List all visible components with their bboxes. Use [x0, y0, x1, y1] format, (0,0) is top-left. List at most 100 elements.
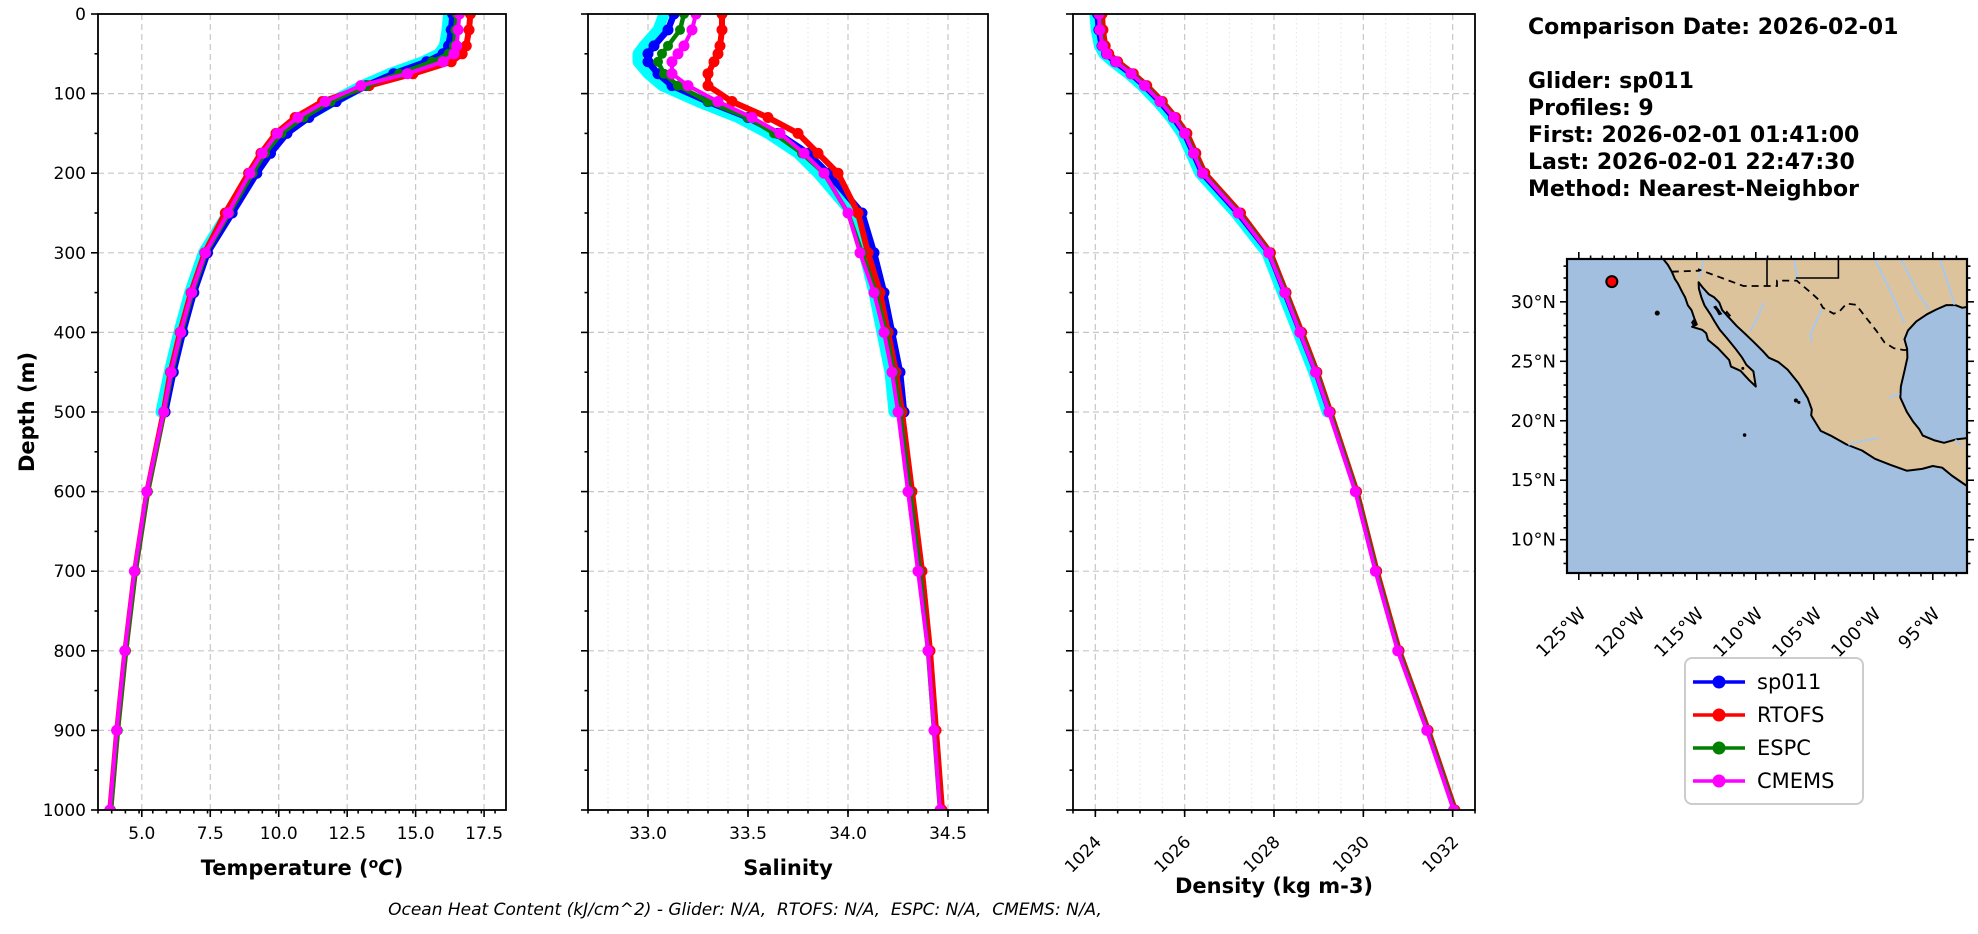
legend-swatch: [1693, 741, 1745, 754]
series-CMEMS-marker: [244, 167, 256, 179]
series-RTOFS-marker: [708, 56, 720, 68]
series-CMEMS-marker: [111, 724, 123, 736]
series-CMEMS: [104, 14, 465, 810]
series-CMEMS-marker: [902, 486, 914, 498]
series-CMEMS-marker: [1448, 804, 1460, 810]
series-CMEMS-marker: [854, 247, 866, 259]
x-tick-label: 7.5: [197, 824, 224, 844]
series-CMEMS-marker: [1294, 326, 1306, 338]
legend-label: sp011: [1757, 669, 1822, 694]
series-CMEMS-marker: [1279, 287, 1291, 299]
series-CMEMS-marker: [1323, 406, 1335, 418]
x-tick-label: 1028: [1240, 832, 1285, 877]
series-CMEMS-marker: [256, 147, 268, 159]
series-CMEMS-marker: [934, 804, 946, 810]
series-CMEMS-marker: [886, 366, 898, 378]
map-river: [1900, 259, 1931, 310]
temperature-axis-label: Temperature (oC): [201, 856, 404, 880]
series-CMEMS: [1093, 14, 1460, 810]
legend-swatch: [1693, 708, 1745, 721]
salinity-chart: 33.0 33.5 34.0 34.5 Salinity: [581, 13, 989, 880]
series-ESPC-marker: [653, 56, 663, 67]
series-CMEMS-marker: [818, 167, 830, 179]
series-RTOFS-marker: [456, 48, 468, 60]
series-CMEMS-marker: [892, 406, 904, 418]
series-CMEMS-marker: [222, 207, 234, 219]
legend-swatch: [1693, 675, 1745, 688]
series-CMEMS-marker: [666, 56, 678, 68]
map-lat-label: 30°N: [1511, 292, 1556, 313]
map-lon-label: 115°W: [1650, 604, 1708, 662]
series-CMEMS-marker: [690, 14, 702, 20]
density-chart: 1024 1026 1028 1030 1032 Density (kg m-3): [1061, 13, 1476, 898]
series-CMEMS-marker: [842, 207, 854, 219]
map-lon-label: 120°W: [1591, 604, 1649, 662]
depth-tick-label: 900: [54, 721, 86, 741]
map-island: [1793, 398, 1798, 403]
series-RTOFS-marker: [716, 14, 728, 20]
series-RTOFS-marker: [762, 111, 774, 123]
series-CMEMS-marker: [672, 48, 684, 60]
map-lon-label: 95°W: [1894, 604, 1944, 654]
map-lat-label: 10°N: [1511, 530, 1556, 551]
depth-axis-label: Depth (m): [15, 352, 39, 472]
x-tick-label: 12.5: [328, 824, 366, 844]
depth-tick-label: 400: [54, 323, 86, 343]
temperature-series: [104, 14, 476, 810]
series-RTOFS-marker: [463, 24, 475, 36]
series-CMEMS-marker: [1232, 207, 1244, 219]
x-tick-label: 34.5: [929, 824, 967, 844]
series-CMEMS-marker: [1392, 645, 1404, 657]
legend-swatch: [1693, 774, 1745, 787]
x-tick-label: 1030: [1329, 832, 1374, 877]
map-lat-label: 20°N: [1511, 411, 1556, 432]
series-ESPC-marker: [659, 68, 669, 79]
legend-item-ESPC: ESPC: [1690, 731, 1858, 764]
map-lat-label: 25°N: [1511, 351, 1556, 372]
series-ESPC-marker: [663, 40, 673, 51]
glider-name-text: Glider: sp011: [1528, 69, 1694, 94]
series-sp011-marker: [648, 40, 660, 52]
series-CMEMS-marker: [666, 68, 678, 80]
x-tick-label: 1026: [1150, 832, 1195, 877]
series-RTOFS-marker: [852, 207, 864, 219]
map-river: [1874, 259, 1906, 324]
series-CMEMS-marker: [798, 147, 810, 159]
series-CMEMS-marker: [1197, 167, 1209, 179]
series-CMEMS-marker: [746, 111, 758, 123]
profiles-count-text: Profiles: 9: [1528, 96, 1654, 121]
legend-label: RTOFS: [1757, 702, 1825, 727]
series-CMEMS-marker: [1168, 111, 1180, 123]
series-CMEMS-marker: [1263, 247, 1275, 259]
series-CMEMS-marker: [165, 366, 177, 378]
ocean-heat-content-caption: Ocean Heat Content (kJ/cm^2) - Glider: N…: [388, 900, 1102, 920]
legend-item-sp011: sp011: [1690, 665, 1858, 698]
series-CMEMS-marker: [1179, 127, 1191, 139]
depth-tick-label: 500: [54, 403, 86, 423]
legend-label: CMEMS: [1757, 768, 1835, 793]
map-state-border: [1795, 259, 1840, 279]
series-RTOFS-marker: [464, 14, 476, 20]
series-CMEMS-marker: [774, 127, 786, 139]
series-ESPC-marker: [673, 80, 683, 91]
last-profile-text: Last: 2026-02-01 22:47:30: [1528, 150, 1855, 175]
series-RTOFS-marker: [702, 80, 714, 92]
series-CMEMS-marker: [175, 326, 187, 338]
series-CMEMS-marker: [104, 804, 116, 810]
x-tick-label: 1024: [1061, 832, 1106, 877]
series-CMEMS-marker: [1094, 24, 1106, 36]
series-CMEMS-marker: [686, 24, 698, 36]
series-RTOFS-marker: [832, 167, 844, 179]
series-CMEMS: [666, 14, 946, 810]
legend-label: ESPC: [1757, 735, 1811, 760]
map-island: [1713, 305, 1723, 316]
series-CMEMS-marker: [1110, 56, 1122, 68]
x-tick-label: 33.5: [729, 824, 767, 844]
map-river: [1697, 259, 1705, 279]
map-island: [1741, 366, 1745, 370]
depth-tick-label: 200: [54, 164, 86, 184]
map-island: [1797, 400, 1801, 404]
series-CMEMS-marker: [1125, 68, 1137, 80]
depth-tick-label: 600: [54, 483, 86, 503]
